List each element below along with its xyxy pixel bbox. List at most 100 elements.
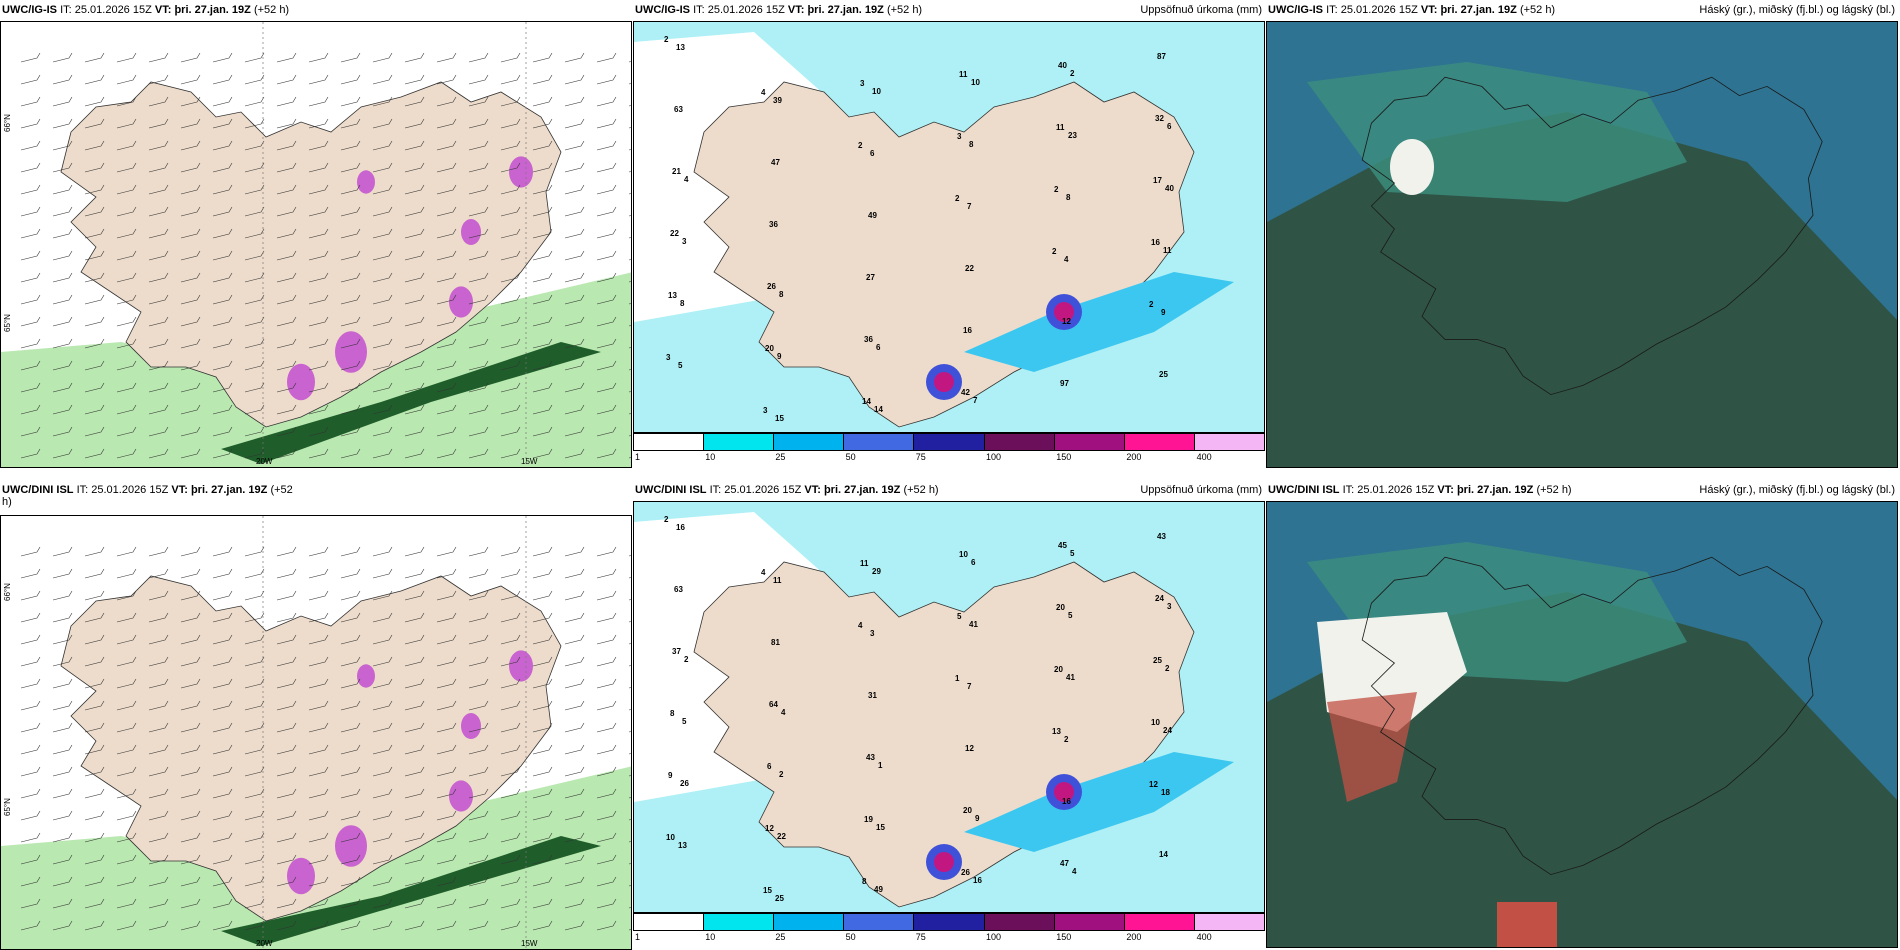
precip-value-label: 20 xyxy=(1054,665,1063,674)
precip-value-label: 8 xyxy=(779,290,784,299)
precip-value-label: 2 xyxy=(664,35,669,44)
wind-barb xyxy=(564,810,585,821)
wind-barb xyxy=(404,250,425,261)
precip-value-label: 5 xyxy=(1068,611,1073,620)
precip-area-moderate xyxy=(964,752,1234,852)
wind-barb xyxy=(116,722,137,733)
wind-barb xyxy=(372,722,393,733)
wind-barb xyxy=(180,74,201,85)
wind-barb xyxy=(244,382,265,393)
wind-barb xyxy=(596,656,617,667)
wind-barb xyxy=(500,634,521,645)
panel-ig-is-accum-precip: UWC/IG-IS IT: 25.01.2026 15Z VT: þri. 27… xyxy=(633,0,1265,470)
wind-barb xyxy=(116,404,137,415)
wind-barb xyxy=(404,294,425,305)
wind-barb xyxy=(564,426,585,437)
wind-barb xyxy=(180,382,201,393)
wind-barb xyxy=(244,162,265,173)
wind-barb xyxy=(52,700,73,711)
wind-barb xyxy=(436,272,457,283)
wind-barb xyxy=(84,250,105,261)
wind-barb xyxy=(20,184,41,195)
wind-barb xyxy=(276,250,297,261)
wind-barb xyxy=(276,360,297,371)
precip-value-label: 8 xyxy=(1066,193,1071,202)
wind-barb xyxy=(564,448,585,459)
precip-value-label: 3 xyxy=(666,353,671,362)
wind-barb xyxy=(276,206,297,217)
precip-value-label: 1 xyxy=(955,674,960,683)
wind-barb xyxy=(340,634,361,645)
wind-barb xyxy=(340,382,361,393)
map-accum-precip: 2 4 2 2 2 2 3 3 3 3 2 16 13 20 14 11 11 17 22 26 36 42 40 32 21 3… xyxy=(633,21,1265,433)
wind-barb xyxy=(180,810,201,821)
precip-value-label: 7 xyxy=(967,682,972,691)
wind-barb xyxy=(116,448,137,459)
precip-value-label: 25 xyxy=(775,894,784,903)
wind-barb xyxy=(212,590,233,601)
wind-barb xyxy=(564,272,585,283)
wind-barb xyxy=(84,382,105,393)
wind-barb xyxy=(116,118,137,129)
precip-value-label: 2 xyxy=(664,515,669,524)
precip-value-label: 25 xyxy=(1159,370,1168,379)
wind-barb xyxy=(148,656,169,667)
wind-barb xyxy=(404,810,425,821)
wind-barb xyxy=(532,920,553,931)
wind-barb xyxy=(20,766,41,777)
wind-barb xyxy=(372,52,393,63)
colorbar-segment xyxy=(844,914,915,930)
wind-barb xyxy=(308,766,329,777)
wind-barb xyxy=(340,546,361,557)
wind-barb xyxy=(84,118,105,129)
wind-barb xyxy=(532,118,553,129)
wind-barb xyxy=(532,272,553,283)
wind-barb xyxy=(52,360,73,371)
precip-value-label: 49 xyxy=(868,211,877,220)
wind-barb xyxy=(436,656,457,667)
wind-barb xyxy=(468,832,489,843)
wind-barb xyxy=(244,228,265,239)
panel-title: UWC/IG-IS IT: 25.01.2026 15Z VT: þri. 27… xyxy=(2,4,290,16)
wind-barb xyxy=(372,744,393,755)
wind-barb xyxy=(372,678,393,689)
precip-value-label: 7 xyxy=(973,396,978,405)
colorbar-segment xyxy=(1124,914,1195,930)
wind-barb xyxy=(532,744,553,755)
wind-barb xyxy=(20,162,41,173)
precip-value-label: 10 xyxy=(959,550,968,559)
precip-value-label: 14 xyxy=(1159,850,1168,859)
precip-value-label: 17 xyxy=(1153,176,1162,185)
wind-barb xyxy=(84,590,105,601)
wind-barb xyxy=(404,338,425,349)
wind-barb xyxy=(148,920,169,931)
wind-barb xyxy=(212,140,233,151)
wind-barb xyxy=(20,568,41,579)
wind-barb xyxy=(116,920,137,931)
colorbar-tick-label: 400 xyxy=(1196,452,1212,462)
wind-barb xyxy=(212,788,233,799)
wind-barb xyxy=(52,96,73,107)
wind-barb xyxy=(308,876,329,887)
wind-barb xyxy=(20,656,41,667)
wind-barb xyxy=(308,590,329,601)
wind-barb xyxy=(532,722,553,733)
wind-barb xyxy=(308,338,329,349)
snow-cell xyxy=(357,170,375,194)
wind-barb xyxy=(20,920,41,931)
precip-value-label: 3 xyxy=(870,629,875,638)
wind-barb xyxy=(148,184,169,195)
wind-barb xyxy=(436,568,457,579)
wind-barb xyxy=(564,898,585,909)
wind-barb xyxy=(436,404,457,415)
wind-barb xyxy=(276,612,297,623)
wind-barb xyxy=(564,184,585,195)
wind-barb xyxy=(468,316,489,327)
wind-barb xyxy=(148,810,169,821)
precip-value-label: 13 xyxy=(676,43,685,52)
wind-barb xyxy=(308,250,329,261)
precip-value-label: 18 xyxy=(1161,788,1170,797)
wind-barb xyxy=(20,448,41,459)
wind-barb xyxy=(180,294,201,305)
wind-barb xyxy=(84,184,105,195)
